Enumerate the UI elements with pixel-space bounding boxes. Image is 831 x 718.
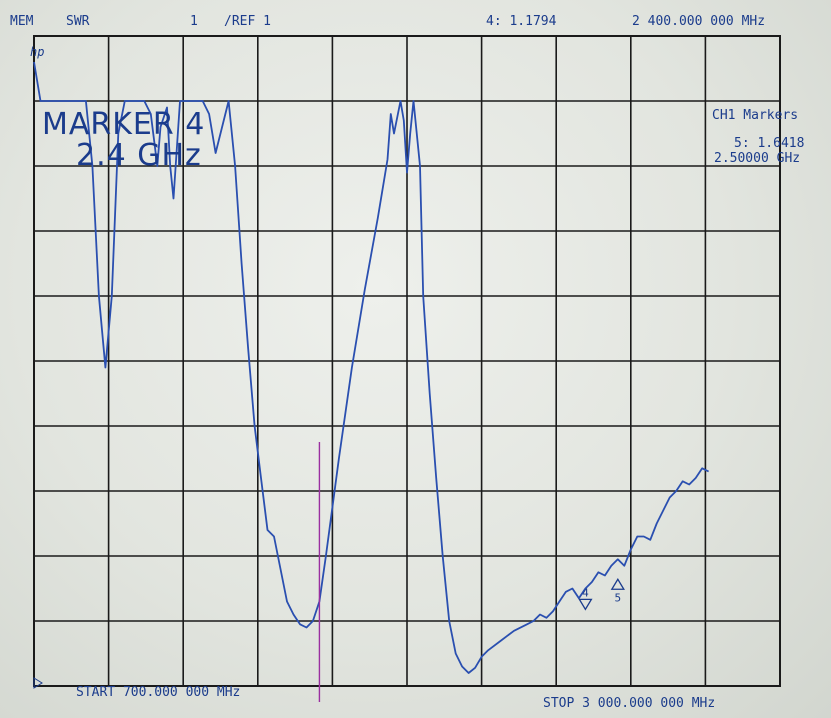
marker5-frequency: 2.50000 GHz [714,151,801,166]
marker-box-frequency: 2.4 GHz [76,138,202,173]
trace-layer [33,61,710,674]
mem-label: MEM [10,14,34,29]
reference-arrow-icon [33,677,43,689]
hp-logo: hp [30,45,45,59]
marker-frequency: 2 400.000 000 MHz [632,14,766,29]
stop-frequency: STOP 3 000.000 000 MHz [543,696,716,711]
swr-trace [33,61,710,674]
marker-4-label: 4 [582,586,589,599]
marker-box-title: MARKER 4 [42,107,206,142]
marker-5-label: 5 [615,591,622,604]
ref-label: /REF 1 [224,14,271,29]
marker5-value: 5: 1.6418 [734,136,805,151]
start-frequency: START 700.000 000 MHz [76,685,241,700]
format-label: SWR [66,14,90,29]
marker-5-triangle-icon [610,578,625,590]
graticule [33,35,781,689]
ch1-markers-title: CH1 Markers [712,108,799,123]
scale-label: 1 [190,14,198,29]
marker-readout: 4: 1.1794 [486,14,557,29]
marker-4-triangle-icon [578,598,593,611]
